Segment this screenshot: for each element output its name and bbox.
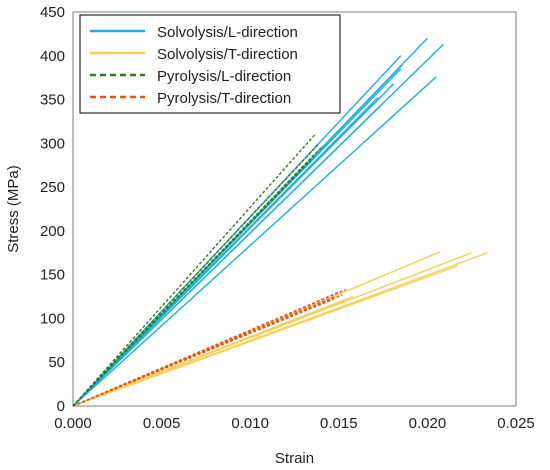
y-tick-label: 250	[40, 179, 65, 196]
y-axis-label: Stress (MPa)	[5, 165, 22, 253]
y-tick-label: 400	[40, 48, 65, 65]
x-tick-label: 0.015	[320, 415, 358, 432]
series-line-solvolysis-l-direction	[72, 76, 437, 407]
series-line-pyrolysis-l-direction	[72, 133, 317, 407]
series-line-solvolysis-l-direction	[72, 102, 384, 407]
legend-label-pyrolysis-l: Pyrolysis/L-direction	[157, 68, 291, 85]
legend-label-solvolysis-l: Solvolysis/L-direction	[157, 24, 298, 41]
series-line-pyrolysis-t-direction	[72, 294, 343, 407]
x-tick-labels: 0.000 0.005 0.010 0.015 0.020 0.025	[54, 415, 535, 432]
y-tick-label: 350	[40, 92, 65, 109]
series-line-solvolysis-l-direction	[72, 97, 379, 407]
y-tick-label: 100	[40, 310, 65, 327]
x-tick-label: 0.020	[409, 415, 447, 432]
x-tick-label: 0.025	[497, 415, 535, 432]
y-tick-label: 0	[57, 398, 65, 415]
x-tick-label: 0.005	[143, 415, 181, 432]
legend-label-pyrolysis-t: Pyrolysis/T-direction	[157, 90, 291, 107]
series-line-pyrolysis-l-direction	[72, 160, 311, 407]
x-axis-label: Strain	[275, 450, 314, 467]
series-layer	[72, 37, 488, 407]
y-tick-label: 300	[40, 135, 65, 152]
y-tick-label: 150	[40, 267, 65, 284]
x-tick-label: 0.000	[54, 415, 92, 432]
series-line-solvolysis-t-direction	[72, 265, 458, 407]
x-tick-label: 0.010	[231, 415, 269, 432]
y-tick-label: 450	[40, 4, 65, 21]
legend: Solvolysis/L-direction Solvolysis/T-dire…	[79, 14, 341, 114]
series-line-pyrolysis-l-direction	[72, 154, 315, 407]
legend-label-solvolysis-t: Solvolysis/T-direction	[157, 46, 298, 63]
y-tick-label: 50	[48, 354, 65, 371]
series-line-solvolysis-l-direction	[72, 55, 402, 407]
series-line-pyrolysis-t-direction	[72, 288, 347, 407]
y-tick-label: 200	[40, 223, 65, 240]
series-line-solvolysis-t-direction	[72, 300, 345, 407]
y-tick-labels: 0 50 100 150 200 250 300 350 400 450	[40, 4, 65, 415]
